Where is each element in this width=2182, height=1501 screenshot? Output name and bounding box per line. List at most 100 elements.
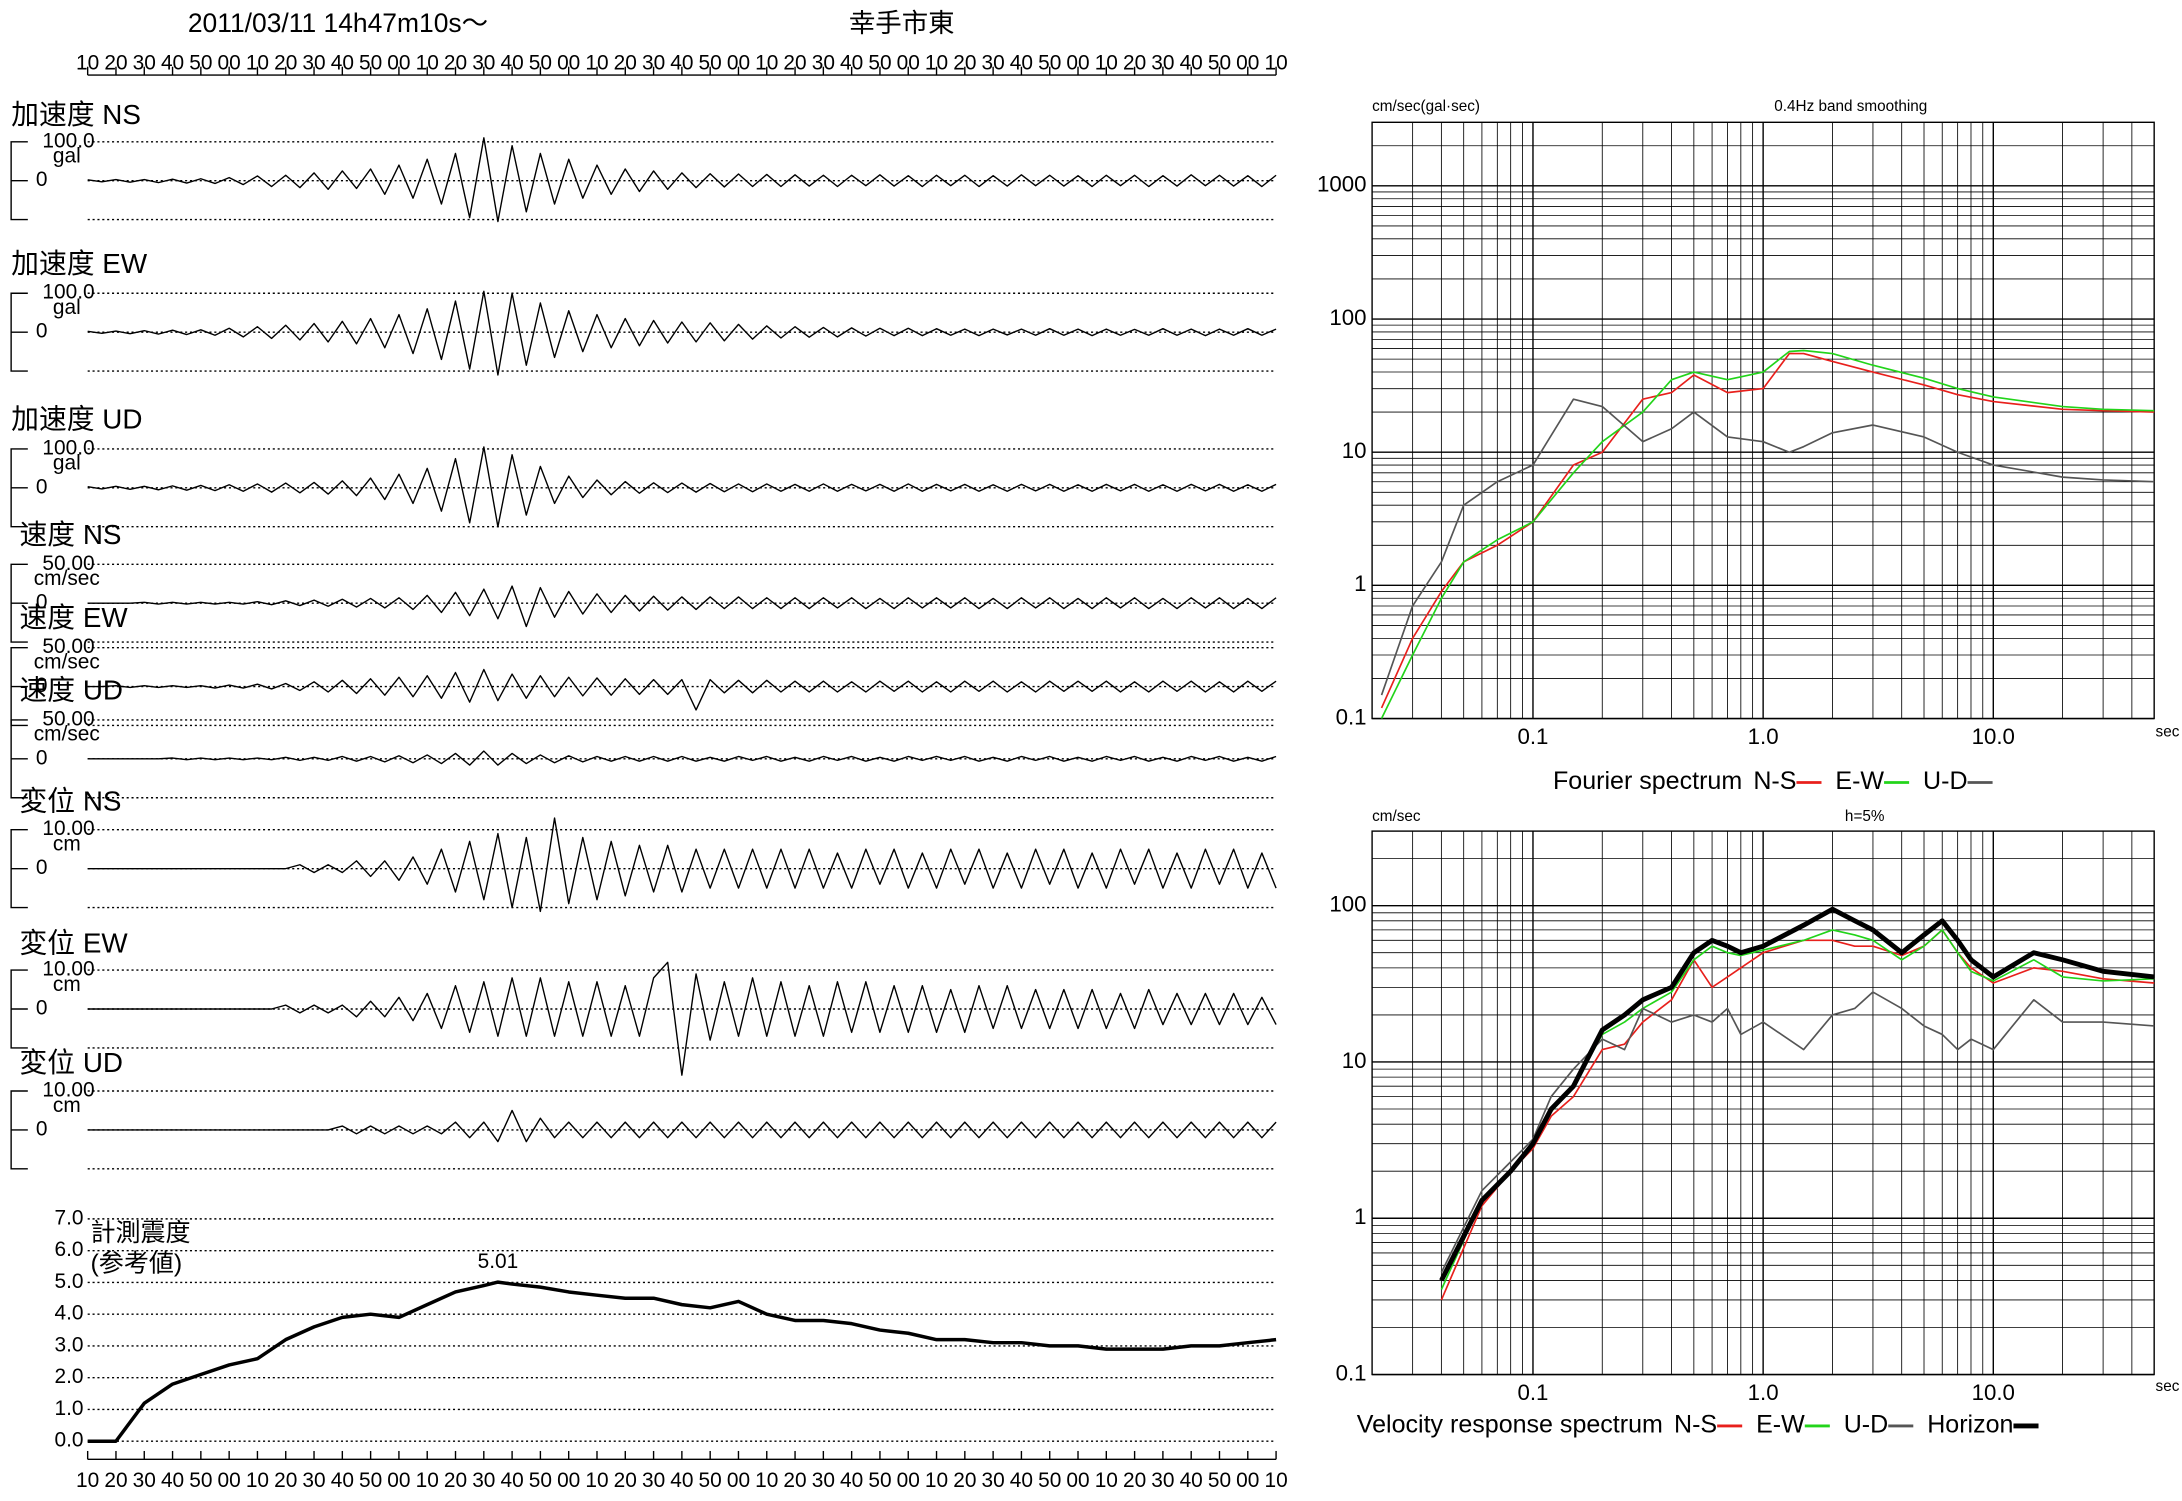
x-tick-label: 40 xyxy=(670,51,693,74)
panel-bracket xyxy=(10,646,28,727)
intensity-subtitle: (参考値) xyxy=(90,1249,182,1277)
x-tick-label: 30 xyxy=(302,1469,325,1492)
legend-label: E-W xyxy=(1835,767,1884,795)
y-tick-label: 1 xyxy=(1354,571,1366,596)
x-tick-label: 20 xyxy=(953,1469,976,1492)
y-tick-label: 10 xyxy=(1342,438,1367,463)
x-tick-label: 10 xyxy=(246,51,269,74)
x-tick-label: 50 xyxy=(189,51,212,74)
x-tick-label: 30 xyxy=(302,51,325,74)
panel-bracket xyxy=(10,1090,28,1170)
x-tick-label: 30 xyxy=(982,1469,1005,1492)
x-tick-label: 20 xyxy=(783,1469,806,1492)
x-tick-label: 10 xyxy=(1264,1469,1287,1492)
x-tick-label: 20 xyxy=(444,1469,467,1492)
panel-bracket xyxy=(10,448,28,528)
unit-label: gal xyxy=(53,145,81,168)
y-axis-label: cm/sec xyxy=(1372,808,1421,825)
x-tick-label: 40 xyxy=(1180,1469,1203,1492)
unit-label: cm xyxy=(53,833,81,856)
panel-label: 変位 UD xyxy=(19,1047,123,1078)
x-tick-label: 50 xyxy=(1038,51,1061,74)
x-tick-label: 40 xyxy=(840,1469,863,1492)
panel-bracket xyxy=(10,829,28,909)
x-tick-label: 20 xyxy=(614,1469,637,1492)
y-tick-label: 10 xyxy=(1342,1048,1367,1073)
x-tick-label: 1.0 xyxy=(1748,1380,1779,1405)
y-tick-label: 1 xyxy=(1354,1204,1366,1229)
x-tick-label: 10.0 xyxy=(1972,724,2015,749)
unit-label: cm/sec xyxy=(34,650,100,673)
x-tick-label: 00 xyxy=(557,1469,580,1492)
x-tick-label: 00 xyxy=(218,1469,241,1492)
spectrum-line xyxy=(1380,352,2155,709)
unit-label: gal xyxy=(53,452,81,475)
x-tick-label: 40 xyxy=(1010,51,1033,74)
legend-label: Horizon xyxy=(1927,1411,2013,1439)
x-tick-label: 30 xyxy=(472,51,495,74)
x-tick-label: 20 xyxy=(274,1469,297,1492)
x-tick-label: 50 xyxy=(699,1469,722,1492)
unit-label: gal xyxy=(53,296,81,319)
x-tick-label: 00 xyxy=(727,51,750,74)
waveform xyxy=(87,668,1277,711)
x-tick-label: 20 xyxy=(104,1469,127,1492)
station-name: 幸手市東 xyxy=(849,8,955,38)
y-tick-label: 0 xyxy=(36,746,48,769)
waveform xyxy=(87,585,1277,628)
x-tick-label: 1.0 xyxy=(1748,724,1779,749)
x-tick-label: 40 xyxy=(161,51,184,74)
y-tick-label: 0.1 xyxy=(1336,704,1367,729)
x-tick-label: 30 xyxy=(1151,51,1174,74)
y-tick-label: 1.0 xyxy=(54,1397,83,1420)
x-tick-label: 10 xyxy=(1095,1469,1118,1492)
panel-label: 速度 NS xyxy=(19,519,121,550)
unit-label: cm/sec xyxy=(34,567,100,590)
y-tick-label: 0 xyxy=(36,674,48,697)
unit-label: cm xyxy=(53,973,81,996)
spectrum-line xyxy=(1439,906,2155,1282)
x-tick-label: 50 xyxy=(1038,1469,1061,1492)
x-axis-label: sec xyxy=(2156,723,2180,740)
x-tick-label: 00 xyxy=(218,51,241,74)
y-tick-label: 10.00 xyxy=(42,817,94,840)
y-tick-label: 50.00 xyxy=(42,707,94,730)
x-tick-label: 30 xyxy=(642,51,665,74)
y-tick-label: 100.0 xyxy=(42,281,94,304)
waveform xyxy=(87,446,1277,528)
y-tick-label: 7.0 xyxy=(54,1206,83,1229)
x-tick-label: 00 xyxy=(1066,51,1089,74)
chart-title: 0.4Hz band smoothing xyxy=(1774,98,1927,115)
legend-label: U-D xyxy=(1844,1411,1888,1439)
panel-label: 加速度 NS xyxy=(11,99,141,130)
legend-label: E-W xyxy=(1756,1411,1805,1439)
x-tick-label: 00 xyxy=(1236,51,1259,74)
y-tick-label: 0 xyxy=(36,856,48,879)
spectrum-line xyxy=(1380,398,2155,696)
x-tick-label: 10 xyxy=(1264,51,1287,74)
x-tick-label: 10 xyxy=(755,1469,778,1492)
legend-label: U-D xyxy=(1923,767,1967,795)
x-tick-label: 50 xyxy=(868,51,891,74)
x-tick-label: 10 xyxy=(1095,51,1118,74)
y-tick-label: 50.00 xyxy=(42,552,94,575)
x-tick-label: 40 xyxy=(1010,1469,1033,1492)
y-tick-label: 6.0 xyxy=(54,1238,83,1261)
x-tick-label: 00 xyxy=(1236,1469,1259,1492)
x-tick-label: 10 xyxy=(246,1469,269,1492)
panel-bracket xyxy=(10,292,28,372)
x-tick-label: 20 xyxy=(953,51,976,74)
legend-title: Fourier spectrum xyxy=(1553,767,1742,795)
y-tick-label: 0 xyxy=(36,1117,48,1140)
x-tick-label: 40 xyxy=(331,1469,354,1492)
y-tick-label: 3.0 xyxy=(54,1333,83,1356)
waveform xyxy=(87,750,1277,766)
x-tick-label: 00 xyxy=(1066,1469,1089,1492)
y-tick-label: 0.1 xyxy=(1336,1360,1367,1385)
y-tick-label: 100.0 xyxy=(42,436,94,459)
panel-bracket xyxy=(10,719,28,799)
waveform xyxy=(87,1109,1277,1143)
x-tick-label: 10 xyxy=(755,51,778,74)
x-tick-label: 20 xyxy=(614,51,637,74)
